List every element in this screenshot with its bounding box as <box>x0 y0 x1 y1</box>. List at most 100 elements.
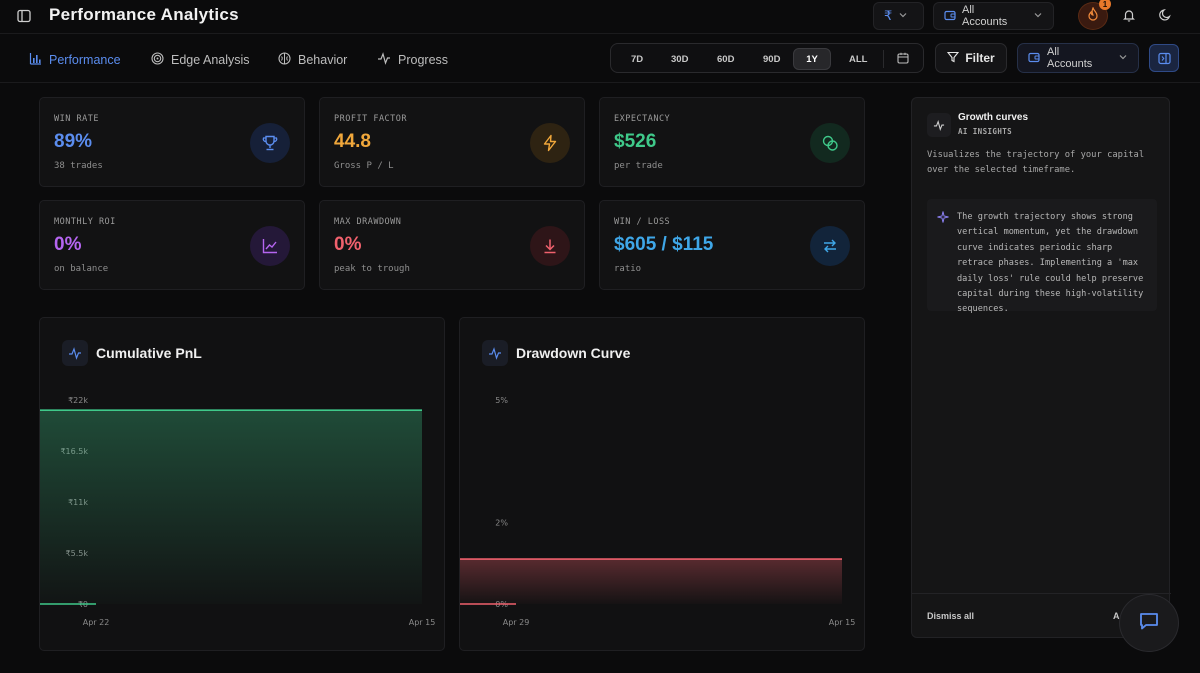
range-7d-button[interactable]: 7D <box>631 53 644 65</box>
tab-behavior[interactable]: Behavior <box>278 52 347 68</box>
sidebar-toggle-icon[interactable] <box>16 8 32 24</box>
area-fill <box>460 559 842 604</box>
cumulative-pnl-card: Cumulative PnL ₹0₹5.5k₹11k₹16.5k₹22kApr … <box>39 317 445 651</box>
accounts-select[interactable]: All Accounts <box>1017 43 1139 73</box>
stat-card-max-drawdown: MAX DRAWDOWN 0% peak to trough <box>319 200 585 290</box>
divider <box>912 593 1171 594</box>
insights-description: Visualizes the trajectory of your capita… <box>927 150 1145 175</box>
arrow-down-icon <box>530 226 570 266</box>
stat-value: $605 / $115 <box>614 234 714 255</box>
stat-card-expectancy: EXPECTANCY $526 per trade <box>599 97 865 187</box>
insights-subtitle: AI INSIGHTS <box>958 127 1013 136</box>
flame-icon <box>1087 5 1099 26</box>
tab-label: Progress <box>398 53 449 67</box>
stat-label: PROFIT FACTOR <box>334 114 408 124</box>
insight-card: The growth trajectory shows strong verti… <box>927 199 1157 314</box>
sub-navigation: Performance Edge Analysis Behavior Progr… <box>0 35 1200 83</box>
stat-card-monthly-roi: MONTHLY ROI 0% on balance <box>39 200 305 290</box>
x-tick-label: Apr 15 <box>829 618 856 627</box>
moon-icon[interactable] <box>1158 8 1174 24</box>
bell-icon[interactable] <box>1122 8 1138 24</box>
accounts-select-label: All Accounts <box>1047 46 1093 70</box>
chat-icon <box>1138 610 1160 637</box>
insight-text: The growth trajectory shows strong verti… <box>957 212 1144 315</box>
wallet-icon <box>1028 51 1040 66</box>
stat-label: EXPECTANCY <box>614 114 671 124</box>
range-1y-button[interactable]: 1Y <box>793 48 831 70</box>
insights-panel-toggle-icon[interactable] <box>1149 44 1179 72</box>
filter-button[interactable]: Filter <box>935 43 1007 73</box>
range-60d-button[interactable]: 60D <box>717 53 735 65</box>
chevron-down-icon <box>1033 10 1043 23</box>
sparkle-icon <box>937 210 949 223</box>
stat-card-win-rate: WIN RATE 89% 38 trades <box>39 97 305 187</box>
bar-chart-icon <box>29 52 42 68</box>
stat-sub: ratio <box>614 264 642 274</box>
insights-action-button[interactable]: A <box>1113 611 1120 621</box>
range-all-button[interactable]: ALL <box>849 53 868 65</box>
swap-arrows-icon <box>810 226 850 266</box>
activity-icon <box>927 113 951 137</box>
drawdown-curve-chart: 0%2%5%Apr 29Jun 17Aug 5Sep 23Nov 12Dec 3… <box>460 396 856 627</box>
time-range-selector: 7D 30D 60D 90D 1Y ALL <box>610 43 924 73</box>
range-30d-button[interactable]: 30D <box>671 53 689 65</box>
tab-progress[interactable]: Progress <box>377 52 448 68</box>
brain-icon <box>278 52 291 68</box>
dismiss-all-button[interactable]: Dismiss all <box>927 611 975 621</box>
wallet-icon <box>944 9 956 24</box>
filter-icon <box>947 51 960 66</box>
chevron-down-icon <box>1118 52 1128 65</box>
insights-title: Growth curves <box>958 112 1029 123</box>
stat-sub: Gross P / L <box>334 161 394 171</box>
stat-card-profit-factor: PROFIT FACTOR 44.8 Gross P / L <box>319 97 585 187</box>
activity-icon <box>377 52 391 68</box>
stat-card-win-loss: WIN / LOSS $605 / $115 ratio <box>599 200 865 290</box>
activity-icon <box>62 340 88 366</box>
stat-value: 44.8 <box>334 131 371 152</box>
coins-icon <box>810 123 850 163</box>
accounts-select-label: All Accounts <box>962 4 1008 28</box>
range-divider <box>883 50 884 68</box>
lightning-icon <box>530 123 570 163</box>
stat-sub: 38 trades <box>54 161 103 171</box>
calendar-icon[interactable] <box>897 51 913 67</box>
accounts-select-top[interactable]: All Accounts <box>933 2 1054 30</box>
stat-label: MAX DRAWDOWN <box>334 217 402 227</box>
area-fill <box>40 410 422 604</box>
y-tick-label: 5% <box>495 396 508 405</box>
chart-title: Cumulative PnL <box>96 345 202 361</box>
tab-performance[interactable]: Performance <box>29 52 121 68</box>
top-bar: Performance Analytics ₹ All Accounts 1 <box>0 0 1200 34</box>
stat-label: WIN / LOSS <box>614 217 671 227</box>
stat-sub: peak to trough <box>334 264 410 274</box>
stat-value: 0% <box>54 234 82 255</box>
tab-edge-analysis[interactable]: Edge Analysis <box>151 52 250 68</box>
stat-value: 89% <box>54 131 93 152</box>
tab-label: Edge Analysis <box>171 53 250 67</box>
target-icon <box>151 52 164 68</box>
chat-button[interactable] <box>1119 594 1179 652</box>
stat-sub: on balance <box>54 264 109 274</box>
chevron-down-icon <box>898 10 908 23</box>
filter-label: Filter <box>965 51 995 65</box>
streak-badge: 1 <box>1099 0 1111 10</box>
ai-insights-panel: Growth curves AI INSIGHTS Visualizes the… <box>911 97 1171 638</box>
currency-symbol: ₹ <box>884 8 893 23</box>
currency-select[interactable]: ₹ <box>873 2 924 30</box>
page-title: Performance Analytics <box>49 5 239 24</box>
stat-label: WIN RATE <box>54 114 99 124</box>
stat-value: 0% <box>334 234 362 255</box>
y-tick-label: ₹22k <box>68 396 88 405</box>
y-tick-label: 2% <box>495 518 508 527</box>
activity-icon <box>482 340 508 366</box>
x-tick-label: Apr 22 <box>83 618 110 627</box>
x-tick-label: Apr 29 <box>503 618 530 627</box>
stat-sub: per trade <box>614 161 663 171</box>
chart-title: Drawdown Curve <box>516 345 631 361</box>
tab-label: Performance <box>49 53 121 67</box>
tab-label: Behavior <box>298 53 348 67</box>
range-90d-button[interactable]: 90D <box>763 53 781 65</box>
trend-chart-icon <box>250 226 290 266</box>
drawdown-curve-card: Drawdown Curve 0%2%5%Apr 29Jun 17Aug 5Se… <box>459 317 865 651</box>
